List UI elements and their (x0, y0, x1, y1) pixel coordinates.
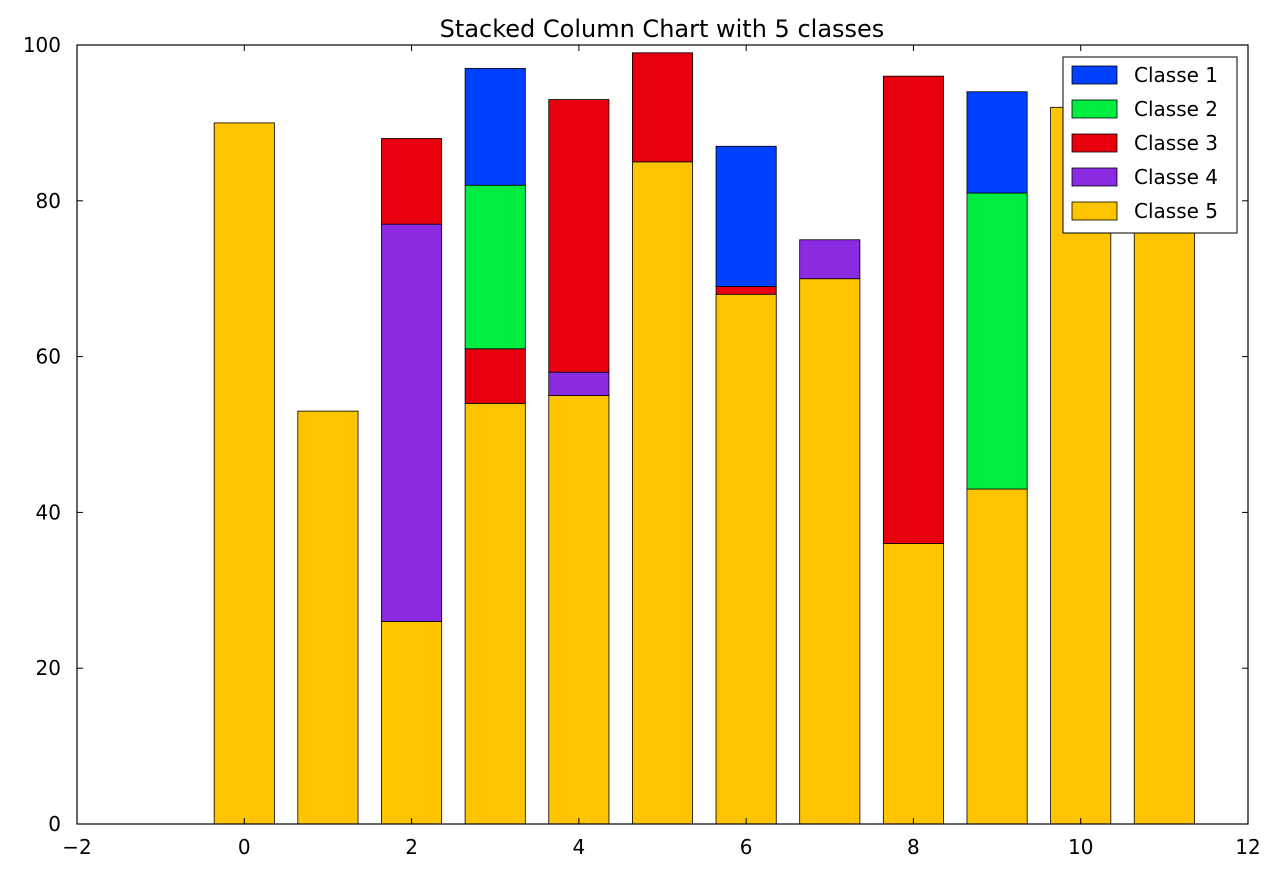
bar-segment-x3-classe-5 (464, 402, 526, 825)
y-tick-label: 60 (36, 345, 61, 369)
legend-swatch-classe-2 (1071, 99, 1118, 119)
y-tick-label: 80 (36, 189, 61, 213)
legend-label: Classe 3 (1134, 131, 1218, 155)
bar-segment-x3-classe-2 (464, 184, 526, 350)
bar-segment-x5-classe-3 (631, 52, 694, 163)
x-tick-label: 6 (740, 835, 753, 859)
bar-segment-x7-classe-5 (799, 278, 861, 825)
bar-segment-x8-classe-5 (882, 543, 944, 825)
bar-segment-x5-classe-5 (631, 161, 694, 825)
bar-segment-x8-classe-3 (882, 75, 944, 544)
bar-segment-x6-classe-5 (715, 293, 777, 825)
bar-segment-x9-classe-5 (966, 488, 1028, 825)
legend-label: Classe 5 (1134, 199, 1218, 223)
plot-frame (76, 44, 1249, 825)
bar-segment-x11-classe-5 (1133, 208, 1195, 825)
legend-swatch-classe-4 (1071, 167, 1118, 187)
y-tick-label: 0 (48, 812, 61, 836)
chart-title: Stacked Column Chart with 5 classes (440, 15, 885, 43)
legend-label: Classe 4 (1134, 165, 1218, 189)
y-tick-label: 100 (23, 33, 61, 57)
bar-segment-x4-classe-3 (548, 99, 610, 373)
bar-segment-x0-classe-5 (213, 122, 275, 825)
bar-segment-x9-classe-1 (966, 91, 1028, 194)
bar-segment-x6-classe-3 (715, 286, 777, 295)
bar-segment-x3-classe-3 (464, 348, 526, 404)
legend-swatch-classe-3 (1071, 133, 1118, 153)
y-tick-label: 20 (36, 656, 61, 680)
y-tick-label: 40 (36, 500, 61, 524)
legend: Classe 1 Classe 2 Classe 3 Classe 4 Classe 5 (1062, 56, 1238, 234)
legend-swatch-classe-5 (1071, 201, 1118, 221)
legend-label: Classe 1 (1134, 63, 1218, 87)
x-tick-label: 8 (907, 835, 920, 859)
x-tick-label: −2 (62, 835, 91, 859)
bar-segment-x2-classe-3 (381, 138, 443, 225)
bar-segment-x1-classe-5 (297, 410, 359, 825)
bar-segment-x9-classe-2 (966, 192, 1028, 490)
bar-segment-x4-classe-5 (548, 395, 610, 825)
bar-segment-x4-classe-4 (548, 371, 610, 396)
x-tick-label: 10 (1068, 835, 1093, 859)
legend-swatch-classe-1 (1071, 65, 1118, 85)
x-tick-label: 12 (1235, 835, 1260, 859)
bars-layer (213, 52, 1195, 825)
legend-label: Classe 2 (1134, 97, 1218, 121)
bar-segment-x2-classe-5 (381, 621, 443, 825)
bar-segment-x6-classe-1 (715, 145, 777, 287)
bar-segment-x3-classe-1 (464, 67, 526, 186)
x-tick-label: 0 (238, 835, 251, 859)
x-tick-label: 4 (572, 835, 585, 859)
bar-segment-x2-classe-4 (381, 223, 443, 622)
x-tick-label: 2 (405, 835, 418, 859)
bar-segment-x7-classe-4 (799, 239, 861, 280)
